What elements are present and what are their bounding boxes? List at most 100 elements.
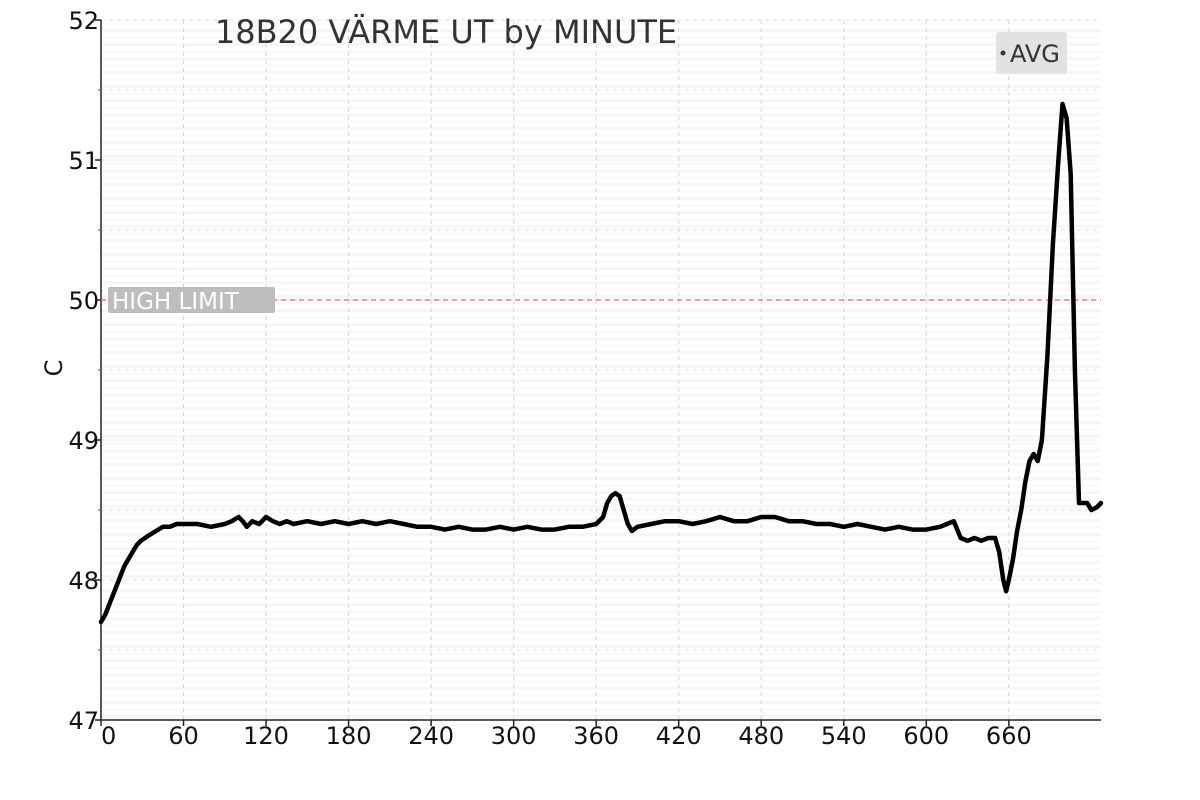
background-stripe (101, 561, 1101, 564)
background-stripe (101, 57, 1101, 60)
background-stripe (101, 316, 1101, 319)
background-stripe (101, 148, 1101, 151)
background-stripe (101, 442, 1101, 445)
background-stripe (101, 449, 1101, 452)
background-stripe (101, 624, 1101, 627)
background-stripe (101, 407, 1101, 410)
background-stripe (101, 680, 1101, 683)
background-stripe (101, 50, 1101, 53)
background-stripe (101, 386, 1101, 389)
background-stripe (101, 295, 1101, 298)
background-stripe (101, 596, 1101, 599)
background-stripe (101, 204, 1101, 207)
background-stripe (101, 652, 1101, 655)
background-stripe (101, 575, 1101, 578)
background-stripe (101, 134, 1101, 137)
background-stripe (101, 456, 1101, 459)
background-stripe (101, 533, 1101, 536)
background-stripe (101, 540, 1101, 543)
y-axis-label: C (40, 360, 68, 377)
background-stripe (101, 414, 1101, 417)
background-stripe (101, 638, 1101, 641)
y-ticks: 47 48 49 50 51 52 (68, 7, 101, 735)
background-stripe (101, 141, 1101, 144)
x-tick-label: 420 (656, 722, 702, 750)
background-stripe (101, 127, 1101, 130)
x-tick-label: 360 (573, 722, 619, 750)
x-ticks: 0 60 120 180 240 300 360 420 480 540 600 660 (100, 720, 1032, 750)
grid-lines (101, 19, 1101, 720)
legend-marker-avg (1000, 50, 1006, 56)
background-stripe (101, 120, 1101, 123)
series-layer (98, 101, 1104, 625)
background-stripe (101, 477, 1101, 480)
background-stripe (101, 85, 1101, 88)
background-stripe (101, 64, 1101, 67)
background-stripe (101, 673, 1101, 676)
background-stripe (101, 288, 1101, 291)
background-stripe (101, 645, 1101, 648)
background-stripe (101, 274, 1101, 277)
x-tick-label: 540 (821, 722, 867, 750)
legend-entry-avg: AVG (1010, 40, 1060, 68)
background-stripe (101, 589, 1101, 592)
x-tick-label: 300 (491, 722, 537, 750)
background-stripe (101, 302, 1101, 305)
background-stripe (101, 512, 1101, 515)
background-stripe (101, 239, 1101, 242)
background-stripe (101, 344, 1101, 347)
background-stripe (101, 694, 1101, 697)
y-tick-label: 50 (68, 287, 99, 315)
background-stripe (101, 708, 1101, 711)
background-stripe (101, 92, 1101, 95)
background-stripe (101, 470, 1101, 473)
background-stripe (101, 281, 1101, 284)
background-stripe (101, 246, 1101, 249)
background-stripe (101, 155, 1101, 158)
background-stripe (101, 701, 1101, 704)
background-stripe (101, 43, 1101, 46)
background-stripe (101, 197, 1101, 200)
high-limit-label: HIGH LIMIT (112, 289, 240, 315)
background-stripe (101, 106, 1101, 109)
background-stripe (101, 78, 1101, 81)
background-stripe (101, 162, 1101, 165)
x-tick-label: 60 (168, 722, 199, 750)
background-stripe (101, 554, 1101, 557)
background-stripe (101, 99, 1101, 102)
background-stripe (101, 666, 1101, 669)
background-stripe (101, 610, 1101, 613)
background-stripe (101, 379, 1101, 382)
background-stripe (101, 582, 1101, 585)
background-stripe (101, 337, 1101, 340)
background-stripe (101, 225, 1101, 228)
background-stripe (101, 372, 1101, 375)
background-stripe (101, 659, 1101, 662)
background-stripe (101, 400, 1101, 403)
background-stripe (101, 29, 1101, 32)
reference-lines: HIGH LIMIT (101, 287, 1101, 315)
chart-title: 18B20 VÄRME UT by MINUTE (215, 13, 677, 51)
background-stripe (101, 715, 1101, 718)
background-stripe (101, 358, 1101, 361)
legend-box (996, 32, 1067, 74)
y-tick-label: 49 (68, 427, 99, 455)
background-stripe (101, 22, 1101, 25)
y-tick-label: 52 (68, 7, 99, 35)
background-stripe (101, 631, 1101, 634)
background-stripe (101, 330, 1101, 333)
background-stripe (101, 232, 1101, 235)
background-stripe (101, 421, 1101, 424)
background-stripe (101, 218, 1101, 221)
series-line-avg (98, 101, 1104, 625)
background-stripe (101, 323, 1101, 326)
background-stripe (101, 169, 1101, 172)
y-tick-label: 47 (68, 707, 99, 735)
background-stripe (101, 309, 1101, 312)
background-stripe (101, 463, 1101, 466)
legend[interactable]: AVG (996, 32, 1067, 74)
background-stripe (101, 183, 1101, 186)
background-stripe (101, 365, 1101, 368)
background-stripe (101, 351, 1101, 354)
